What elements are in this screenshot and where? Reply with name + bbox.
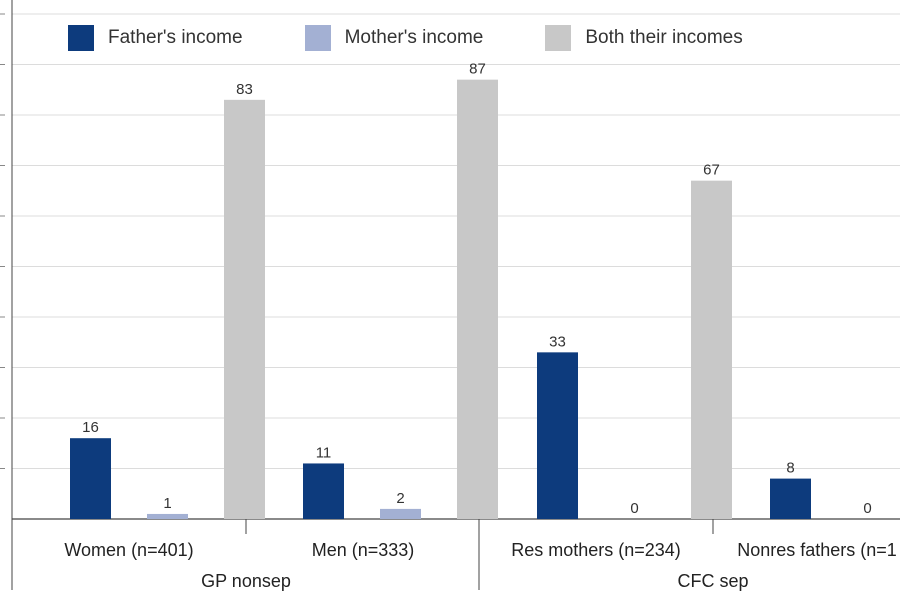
data-label-both-their-incomes-men-n-333: 87 <box>469 61 486 78</box>
data-label-mother-s-income-res-mothers-n-234: 0 <box>630 500 638 517</box>
data-label-mother-s-income-nonres-fathers-n-1: 0 <box>863 500 871 517</box>
category-label-res-mothers-n-234: Res mothers (n=234) <box>511 540 681 560</box>
bar-father-s-income-res-mothers-n-234 <box>537 352 578 519</box>
group-label-gp-nonsep: GP nonsep <box>201 571 291 591</box>
data-label-father-s-income-nonres-fathers-n-1: 8 <box>786 460 794 477</box>
bar-mother-s-income-women-n-401 <box>147 513 188 519</box>
legend-swatch-both-incomes <box>545 25 572 51</box>
category-label-nonres-fathers-n-1: Nonres fathers (n=1 <box>737 540 897 560</box>
data-label-father-s-income-men-n-333: 11 <box>316 444 332 461</box>
data-label-mother-s-income-men-n-333: 2 <box>396 490 404 507</box>
data-label-both-their-incomes-res-mothers-n-234: 67 <box>703 162 720 179</box>
legend-swatch-mothers-income <box>304 25 331 51</box>
data-label-mother-s-income-women-n-401: 1 <box>163 495 171 512</box>
bar-both-their-incomes-res-mothers-n-234 <box>691 180 732 519</box>
legend: Father's income Mother's income Both the… <box>68 24 805 52</box>
legend-item-mothers-income: Mother's income <box>304 25 484 51</box>
bar-father-s-income-women-n-401 <box>70 438 111 519</box>
bar-father-s-income-men-n-333 <box>303 463 344 519</box>
bar-father-s-income-nonres-fathers-n-1 <box>770 478 811 519</box>
bar-both-their-incomes-women-n-401 <box>224 99 265 519</box>
group-label-cfc-sep: CFC sep <box>677 571 748 591</box>
bar-mother-s-income-men-n-333 <box>380 508 421 519</box>
category-label-men-n-333: Men (n=333) <box>312 540 415 560</box>
bar-both-their-incomes-men-n-333 <box>457 79 498 520</box>
legend-item-fathers-income: Father's income <box>68 25 243 51</box>
legend-item-both-incomes: Both their incomes <box>545 25 743 51</box>
data-label-father-s-income-res-mothers-n-234: 33 <box>549 333 566 350</box>
category-label-women-n-401: Women (n=401) <box>64 540 193 560</box>
legend-swatch-fathers-income <box>68 25 94 51</box>
data-label-both-their-incomes-women-n-401: 83 <box>236 81 253 98</box>
legend-label-fathers-income: Father's income <box>108 27 243 48</box>
data-label-father-s-income-women-n-401: 16 <box>82 419 99 436</box>
legend-label-both-incomes: Both their incomes <box>585 27 743 48</box>
legend-label-mothers-income: Mother's income <box>344 27 484 48</box>
